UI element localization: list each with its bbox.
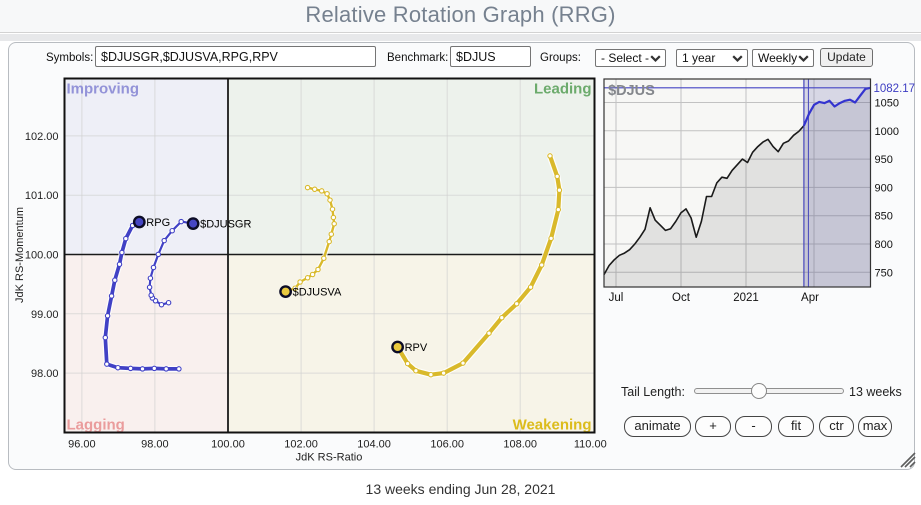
- svg-text:900: 900: [875, 182, 893, 194]
- svg-text:Weakening: Weakening: [513, 417, 592, 434]
- svg-text:$DJUSVA: $DJUSVA: [293, 287, 342, 299]
- svg-text:100.00: 100.00: [211, 439, 245, 451]
- svg-text:Apr: Apr: [801, 292, 819, 304]
- svg-text:$DJUSGR: $DJUSGR: [200, 219, 251, 231]
- svg-text:Oct: Oct: [672, 292, 691, 304]
- svg-text:2021: 2021: [733, 292, 759, 304]
- svg-text:JdK RS-Ratio: JdK RS-Ratio: [296, 452, 363, 464]
- svg-text:99.00: 99.00: [31, 309, 59, 321]
- svg-text:800: 800: [875, 239, 893, 251]
- svg-text:RPV: RPV: [405, 342, 428, 354]
- svg-text:96.00: 96.00: [68, 439, 96, 451]
- svg-text:108.00: 108.00: [503, 439, 537, 451]
- svg-text:JdK RS-Momentum: JdK RS-Momentum: [14, 207, 26, 303]
- svg-text:100.00: 100.00: [25, 250, 59, 262]
- svg-text:102.00: 102.00: [284, 439, 318, 451]
- svg-text:750: 750: [875, 267, 893, 279]
- svg-text:Lagging: Lagging: [67, 417, 125, 434]
- svg-text:Improving: Improving: [67, 81, 140, 98]
- svg-text:98.00: 98.00: [141, 439, 169, 451]
- svg-text:1082.17: 1082.17: [874, 83, 916, 95]
- svg-text:102.00: 102.00: [25, 131, 59, 143]
- svg-text:1050: 1050: [875, 98, 899, 110]
- svg-text:$DJUS: $DJUS: [608, 83, 655, 99]
- svg-text:RPG: RPG: [146, 217, 170, 229]
- svg-text:Leading: Leading: [534, 81, 592, 98]
- svg-text:1000: 1000: [875, 126, 899, 138]
- svg-text:104.00: 104.00: [357, 439, 391, 451]
- svg-text:106.00: 106.00: [430, 439, 464, 451]
- svg-text:850: 850: [875, 211, 893, 223]
- svg-text:Jul: Jul: [609, 292, 624, 304]
- svg-text:98.00: 98.00: [31, 368, 59, 380]
- svg-text:950: 950: [875, 154, 893, 166]
- svg-text:110.00: 110.00: [574, 439, 607, 451]
- svg-text:101.00: 101.00: [25, 190, 59, 202]
